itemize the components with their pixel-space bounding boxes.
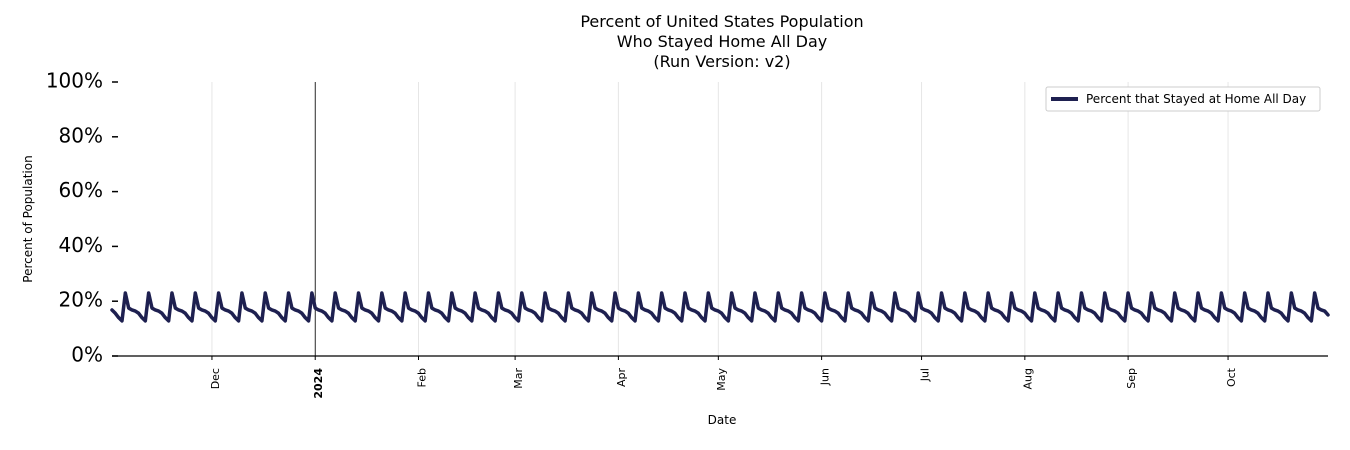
x-tick-label: Aug (1022, 368, 1035, 389)
y-axis: 0% 20% 40% 60% 80% 100% (46, 69, 118, 367)
legend-box (1045, 86, 1321, 112)
y-tick-label: 20% (59, 288, 103, 312)
x-tick-label: Jul (918, 368, 931, 382)
vertical-gridlines (211, 82, 1229, 356)
y-tick-label: 60% (59, 178, 103, 202)
x-tick-label: Apr (615, 368, 628, 388)
x-tick-label: Jun (818, 368, 831, 386)
x-tick-label: Sep (1125, 368, 1138, 389)
x-tick-label: Oct (1225, 367, 1238, 387)
chart-title-line: Percent of United States Population (580, 12, 863, 31)
x-tick-label: Mar (512, 368, 525, 389)
y-tick-label: 100% (46, 69, 103, 93)
x-tick-label: Feb (415, 368, 428, 387)
y-axis-label: Percent of Population (21, 155, 35, 282)
chart-title-line: (Run Version: v2) (653, 52, 790, 71)
x-tick-label: May (715, 368, 728, 391)
x-axis-label: Date (708, 413, 737, 427)
series-group (110, 291, 1330, 323)
y-tick-label: 40% (59, 233, 103, 257)
series-line (110, 291, 1330, 323)
x-tick-label: 2024 (312, 368, 325, 399)
legend: Percent that Stayed at Home All Day (1045, 86, 1321, 112)
chart-title-line: Who Stayed Home All Day (617, 32, 827, 51)
x-axis: Dec 2024 Feb Mar Apr May Jun Jul Aug Sep Oct (209, 356, 1238, 399)
x-tick-label: Dec (209, 368, 222, 389)
legend-label: Percent that Stayed at Home All Day (1086, 92, 1306, 106)
y-tick-label: 80% (59, 123, 103, 147)
y-tick-label: 0% (71, 343, 103, 367)
